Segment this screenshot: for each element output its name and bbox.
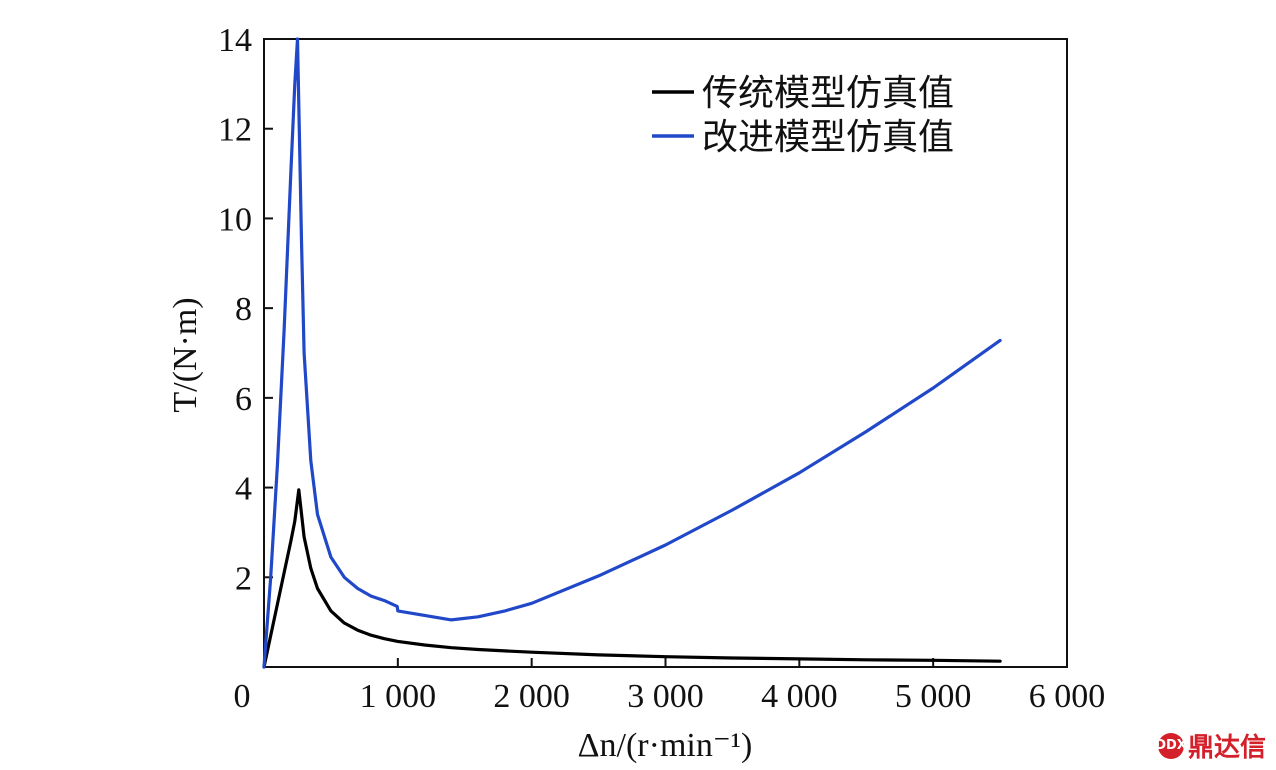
- y-tick-label: 12: [218, 112, 252, 149]
- y-axis-title: T/(N·m): [167, 297, 204, 412]
- legend-label-1: 传统模型仿真值: [702, 73, 954, 114]
- series-layer: [262, 37, 1002, 669]
- x-tick-label: 0: [234, 678, 251, 715]
- x-tick-label: 6 000: [1029, 678, 1106, 715]
- x-tick-label: 2 000: [493, 678, 570, 715]
- x-axis-title: Δn/(r·min⁻¹): [578, 727, 753, 764]
- x-tick-label: 3 000: [627, 678, 704, 715]
- series-line-1: [262, 488, 1002, 669]
- legend-label-2: 改进模型仿真值: [702, 117, 954, 158]
- y-tick-label: 4: [235, 471, 252, 508]
- watermark-text: 鼎达信: [1187, 733, 1266, 763]
- series-line-2: [262, 37, 1002, 669]
- x-tick-label: 1 000: [360, 678, 437, 715]
- watermark-logo-icon: DDX: [1155, 732, 1187, 759]
- watermark: DDX 鼎达信: [1155, 727, 1266, 764]
- y-tick-label: 6: [235, 381, 252, 418]
- y-tick-label: 14: [218, 22, 252, 59]
- x-tick-label: 5 000: [895, 678, 972, 715]
- x-axis-ticks: 0 1 000 2 000 3 000 4 000 5 000 6 000: [234, 658, 1106, 715]
- y-axis-ticks: 2 4 6 8 10 12 14: [218, 22, 273, 597]
- x-tick-label: 4 000: [761, 678, 838, 715]
- y-tick-label: 8: [235, 291, 252, 328]
- y-tick-label: 10: [218, 201, 252, 238]
- y-tick-label: 2: [235, 560, 252, 597]
